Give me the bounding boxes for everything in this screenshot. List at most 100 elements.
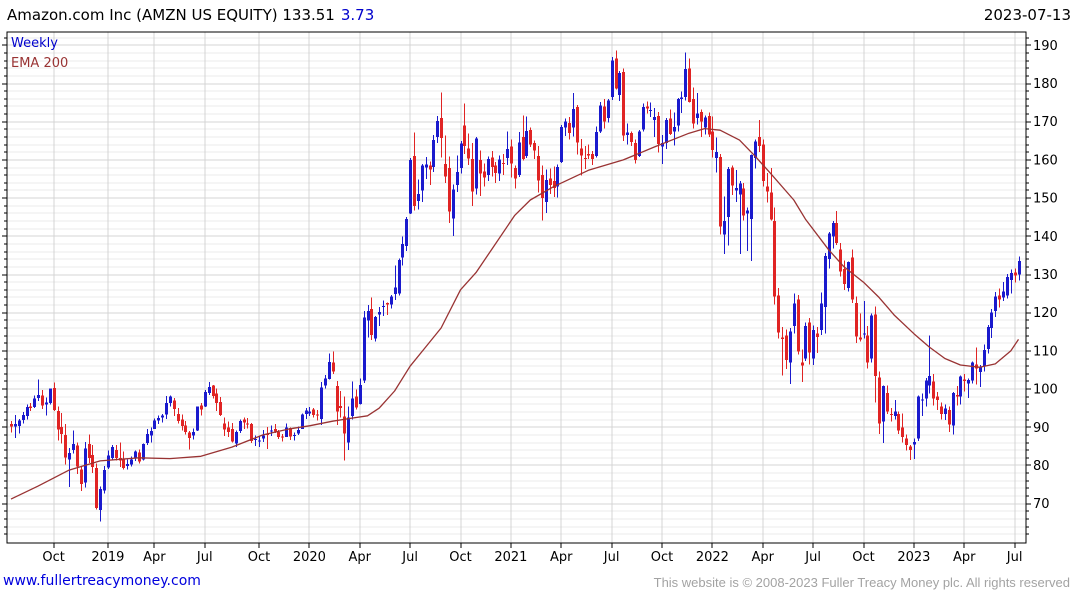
candle-body [518,142,521,176]
candle-body [37,394,40,398]
candle-body [677,99,680,126]
candle-body [33,398,36,408]
candle-body [731,167,734,186]
candle-body [289,428,292,437]
candle-body [432,140,435,167]
website-link[interactable]: www.fullertreacymoney.com [3,573,201,589]
candle-body [874,314,877,377]
x-axis-label: Apr [143,550,166,565]
candle-wick [588,144,589,160]
candle-body [824,255,827,307]
candle-body [235,431,238,444]
candle-body [739,183,742,195]
candle-body [607,100,610,118]
candle-body [894,411,897,416]
candle-wick [650,102,651,118]
candle-body [653,116,656,120]
candle-body [398,260,401,294]
candle-body [727,169,730,218]
candle-body [572,108,575,128]
candle-body [491,157,494,167]
candle-body [657,116,660,144]
candle-wick [69,447,70,488]
candle-body [223,423,226,430]
candle-wick [1003,282,1004,301]
candle-wick [19,418,20,434]
candle-body [839,249,842,272]
candle-body [603,106,606,122]
candle-body [816,333,819,338]
candle-body [328,361,331,379]
candle-body [952,392,955,426]
candle-body [708,116,711,135]
candle-body [762,144,765,181]
candle-body [514,167,517,179]
candle-body [18,420,21,426]
candle-body [293,434,296,437]
x-axis-label: Jul [603,550,620,565]
candle-body [146,434,149,443]
candle-body [57,411,60,430]
candle-body [378,311,381,315]
candle-wick [736,169,737,202]
candle-body [301,414,304,429]
candle-body [305,410,308,414]
candle-body [649,109,652,111]
candle-body [564,121,567,128]
candle-body [781,337,784,340]
candle-body [250,423,253,442]
candle-body [72,444,75,451]
legend-ema-label: EMA 200 [11,56,69,71]
candle-body [181,419,184,426]
y-axis-label: 120 [1033,306,1058,321]
candle-body [153,420,156,429]
candle-body [642,106,645,130]
candle-body [208,386,211,393]
candle-body [967,379,970,384]
y-axis-label: 70 [1033,497,1050,512]
x-axis-label: Oct [449,550,471,565]
candle-body [541,175,544,199]
candle-body [793,303,796,327]
candle-body [855,303,858,337]
candle-wick [259,436,260,448]
candle-body [53,387,56,411]
candle-body [948,410,951,425]
y-axis-label: 100 [1033,383,1058,398]
x-axis-label: Oct [42,550,64,565]
candle-body [130,459,133,465]
candle-body [246,423,249,425]
candle-body [742,188,745,216]
candle-body [510,146,513,164]
candle-body [522,137,525,159]
candle-body [932,381,935,399]
candle-body [336,386,339,412]
candle-body [14,423,17,427]
candle-body [905,438,908,446]
chart-title: Amazon.com Inc (AMZN US EQUITY) 133.51 [7,6,335,24]
candle-body [987,326,990,349]
candle-body [440,117,443,139]
candle-wick [654,108,655,138]
candle-body [568,122,571,134]
candle-body [448,167,451,212]
candle-wick [929,335,930,394]
candle-body [343,416,346,434]
candle-body [200,405,203,410]
candle-body [22,415,25,421]
candle-body [370,308,373,335]
candle-body [243,419,246,423]
candle-body [177,413,180,422]
candle-wick [383,300,384,317]
candle-wick [445,135,446,184]
x-axis-label: 2021 [494,550,527,565]
candle-body [471,159,474,192]
candle-body [828,233,831,260]
candles-layer [10,50,1021,522]
candle-body [921,399,924,401]
candle-body [754,141,757,159]
legend-timeframe: Weekly [11,36,58,51]
candle-body [239,420,242,432]
candle-body [890,413,893,415]
